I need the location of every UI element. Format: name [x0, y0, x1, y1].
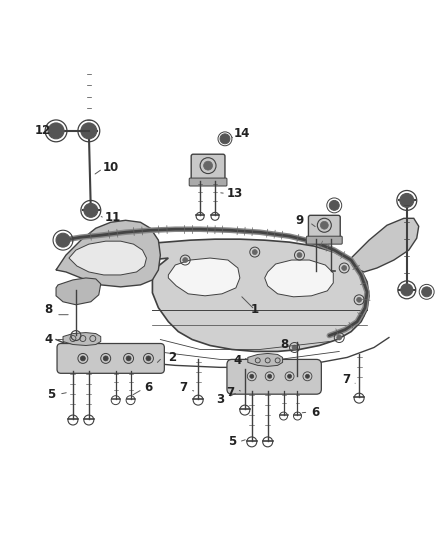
Text: 7: 7: [226, 386, 234, 399]
Text: 9: 9: [295, 214, 304, 227]
Text: 7: 7: [179, 381, 187, 394]
Text: 10: 10: [102, 161, 119, 174]
Circle shape: [337, 335, 342, 340]
Polygon shape: [56, 239, 369, 351]
FancyBboxPatch shape: [189, 178, 227, 186]
Text: 6: 6: [145, 381, 152, 394]
Circle shape: [329, 200, 339, 211]
Circle shape: [126, 356, 131, 361]
Circle shape: [146, 356, 151, 361]
Polygon shape: [69, 241, 146, 275]
Circle shape: [84, 204, 98, 217]
Circle shape: [320, 221, 328, 229]
Circle shape: [81, 356, 85, 361]
FancyBboxPatch shape: [191, 154, 225, 183]
Circle shape: [81, 123, 97, 139]
Polygon shape: [56, 278, 101, 305]
Circle shape: [297, 253, 302, 257]
Circle shape: [357, 297, 362, 302]
Polygon shape: [56, 220, 160, 287]
Circle shape: [56, 233, 70, 247]
Text: 2: 2: [168, 351, 177, 364]
Text: 4: 4: [44, 333, 52, 346]
FancyBboxPatch shape: [57, 343, 164, 373]
Text: 7: 7: [342, 373, 350, 386]
Circle shape: [342, 265, 347, 270]
FancyBboxPatch shape: [308, 215, 340, 241]
Text: 5: 5: [47, 387, 55, 401]
Polygon shape: [168, 258, 240, 296]
Circle shape: [183, 257, 188, 263]
Circle shape: [288, 374, 292, 378]
Text: 1: 1: [251, 303, 259, 316]
Text: 6: 6: [311, 406, 319, 418]
Circle shape: [250, 374, 254, 378]
Circle shape: [422, 287, 431, 297]
Circle shape: [268, 374, 272, 378]
Text: 3: 3: [216, 393, 224, 406]
FancyBboxPatch shape: [307, 236, 342, 244]
Text: 5: 5: [228, 435, 236, 448]
Circle shape: [204, 161, 212, 170]
Polygon shape: [63, 333, 101, 345]
Circle shape: [252, 249, 257, 255]
Text: 14: 14: [233, 127, 250, 140]
Circle shape: [103, 356, 108, 361]
Polygon shape: [349, 219, 419, 272]
Polygon shape: [248, 353, 283, 366]
Text: 13: 13: [227, 187, 243, 200]
Circle shape: [401, 284, 413, 296]
Circle shape: [48, 123, 64, 139]
Text: 12: 12: [35, 124, 51, 138]
Circle shape: [305, 374, 309, 378]
Text: 8: 8: [44, 303, 52, 316]
Polygon shape: [265, 260, 333, 297]
Text: 4: 4: [234, 354, 242, 367]
Circle shape: [292, 345, 297, 350]
Circle shape: [220, 134, 230, 144]
Circle shape: [400, 193, 414, 207]
Text: 11: 11: [105, 211, 121, 224]
Text: 8: 8: [280, 338, 289, 351]
FancyBboxPatch shape: [227, 359, 321, 394]
